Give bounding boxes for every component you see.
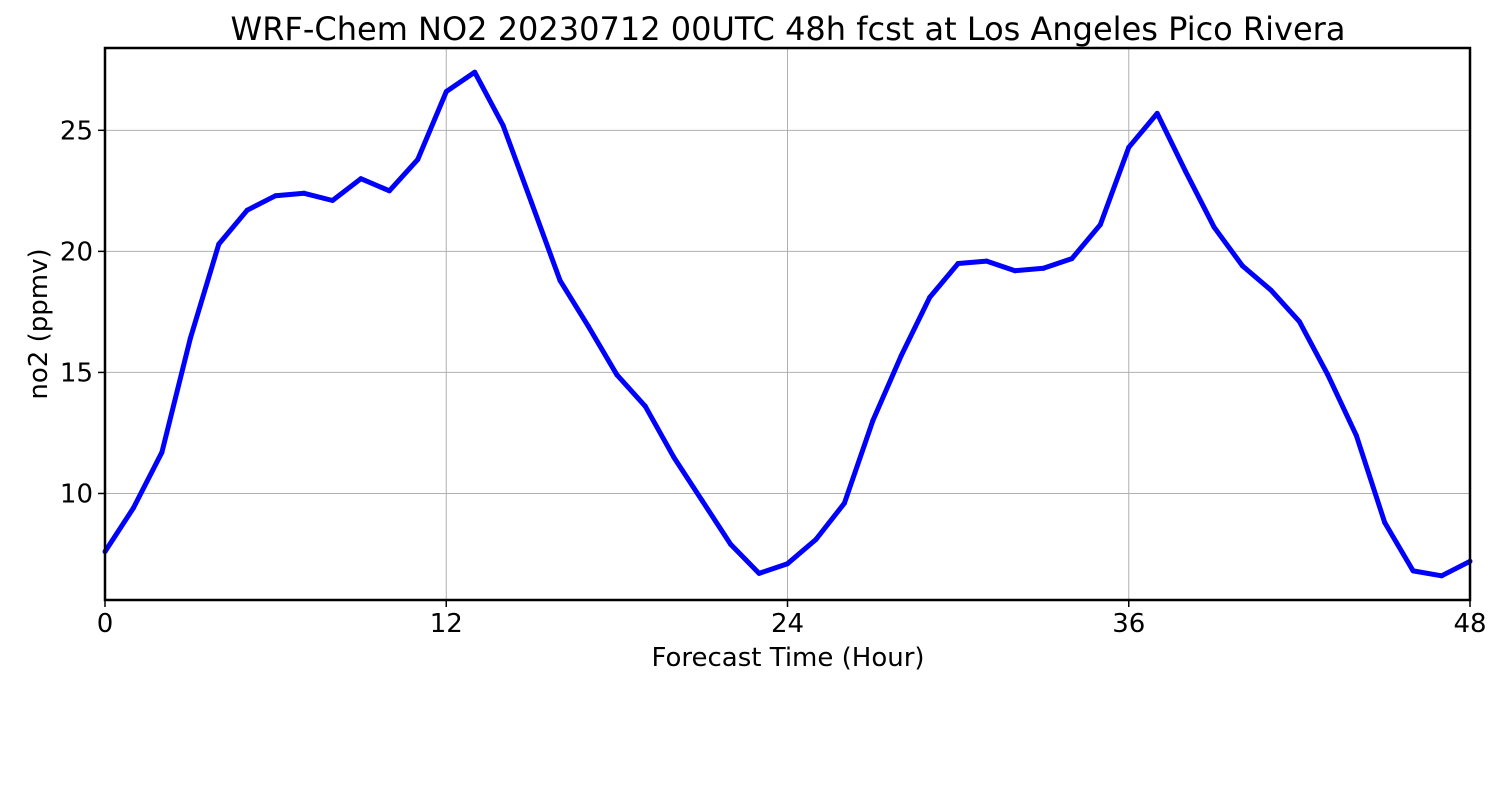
x-axis-label: Forecast Time (Hour) <box>651 643 924 673</box>
data-point <box>1097 222 1103 228</box>
data-point <box>813 537 819 542</box>
data-point <box>273 193 279 199</box>
x-tick-label: 0 <box>97 609 114 639</box>
data-point <box>1183 169 1189 174</box>
data-point <box>1382 520 1388 525</box>
series-layer <box>102 69 1473 579</box>
data-point <box>1154 110 1160 116</box>
data-point <box>1325 372 1331 378</box>
data-point <box>756 570 762 576</box>
data-point <box>870 418 876 424</box>
data-point <box>927 294 933 300</box>
y-axis: 10 15 20 25 <box>60 116 105 509</box>
data-point <box>1126 144 1132 150</box>
data-point <box>1012 268 1018 274</box>
data-point <box>244 207 250 213</box>
data-point <box>216 241 222 247</box>
data-point <box>785 561 790 567</box>
y-axis-label: no2 (ppmv) <box>24 248 54 399</box>
x-axis: 0 12 24 36 48 <box>97 600 1487 639</box>
data-point <box>1069 256 1075 262</box>
data-point <box>984 258 990 264</box>
data-point <box>699 498 705 504</box>
data-point <box>130 505 136 511</box>
data-point <box>301 190 307 196</box>
data-point <box>642 403 648 409</box>
data-point <box>1240 263 1245 269</box>
data-point <box>671 454 677 460</box>
data-point <box>1410 568 1416 574</box>
data-point <box>1268 287 1274 293</box>
data-point <box>187 336 193 341</box>
data-point <box>1211 224 1217 230</box>
y-tick-label: 25 <box>60 116 93 146</box>
data-point <box>472 69 478 75</box>
data-point <box>1439 573 1445 579</box>
data-point <box>585 323 591 329</box>
data-point <box>529 200 535 206</box>
x-tick-label: 12 <box>430 609 463 639</box>
data-point <box>386 188 392 194</box>
data-point <box>415 156 421 162</box>
grid <box>104 48 1471 600</box>
y-tick-label: 20 <box>60 237 93 267</box>
data-point <box>1353 432 1359 438</box>
x-tick-label: 24 <box>771 609 804 639</box>
data-point <box>614 372 620 378</box>
data-point <box>841 500 847 506</box>
data-point <box>728 541 734 547</box>
x-tick-label: 36 <box>1112 609 1145 639</box>
data-point <box>1040 265 1046 271</box>
x-tick-label: 48 <box>1453 609 1486 639</box>
data-point <box>443 89 449 95</box>
data-point <box>955 261 961 266</box>
data-point <box>159 449 165 455</box>
y-tick-label: 15 <box>60 358 93 388</box>
data-point <box>1296 319 1302 325</box>
data-point <box>898 353 904 358</box>
data-point <box>330 198 335 203</box>
chart-title: WRF-Chem NO2 20230712 00UTC 48h fcst at … <box>231 10 1346 48</box>
data-point <box>358 176 364 182</box>
y-tick-label: 10 <box>60 479 93 509</box>
data-point <box>557 277 563 283</box>
data-point <box>500 123 506 128</box>
